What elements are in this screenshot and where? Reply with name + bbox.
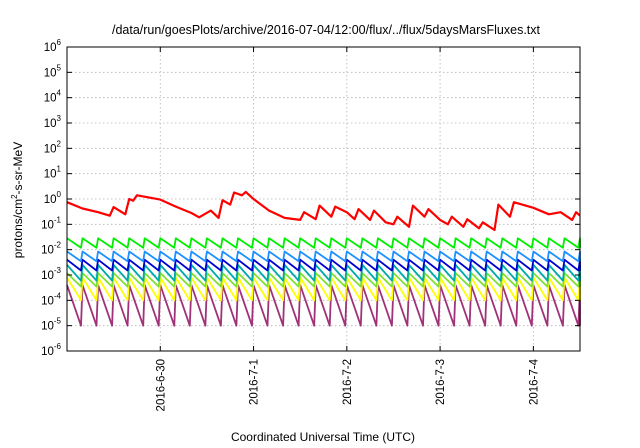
y-label-post: -s-sr-MeV	[11, 142, 25, 195]
y-tick-label: 105	[44, 63, 62, 79]
x-tick-label: 2016-6-30	[155, 359, 167, 411]
tick-group: 10-6 10-5 10-4 10-3 10-2 10-1 100 101 102 103 104 1…	[41, 38, 580, 411]
y-axis-label: protons/cm2-s-sr-MeV	[10, 142, 25, 258]
series-line-1	[66, 190, 581, 232]
y-tick-label: 101	[44, 165, 62, 181]
y-tick-label: 10-3	[41, 266, 61, 282]
x-tick-label: 2016-7-4	[528, 358, 540, 405]
series-line-4	[66, 258, 581, 272]
y-tick-label: 102	[44, 139, 62, 155]
y-tick-label: 106	[44, 38, 62, 54]
y-tick-label: 10-5	[41, 317, 61, 333]
x-axis-label: Coordinated Universal Time (UTC)	[231, 430, 415, 444]
y-tick-label: 103	[44, 114, 62, 130]
x-tick-label: 2016-7-3	[435, 359, 447, 405]
y-tick-label: 10-4	[41, 291, 61, 307]
y-tick-label: 10-6	[41, 342, 61, 358]
y-tick-label: 10-2	[41, 241, 61, 257]
svg-text:protons/cm2-s-sr-MeV: protons/cm2-s-sr-MeV	[10, 142, 25, 258]
y-tick-label: 10-1	[41, 215, 61, 231]
y-label-sup: 2	[10, 194, 19, 199]
series-line-3	[66, 250, 581, 263]
series-line-2	[66, 237, 581, 249]
series-group	[66, 190, 581, 327]
y-label-pre: protons/cm	[11, 199, 25, 258]
chart-title: /data/run/goesPlots/archive/2016-07-04/1…	[112, 23, 541, 37]
x-tick-label: 2016-7-1	[249, 359, 261, 405]
y-tick-label: 100	[44, 190, 62, 206]
x-tick-label: 2016-7-2	[342, 359, 354, 405]
y-tick-label: 104	[44, 89, 62, 105]
